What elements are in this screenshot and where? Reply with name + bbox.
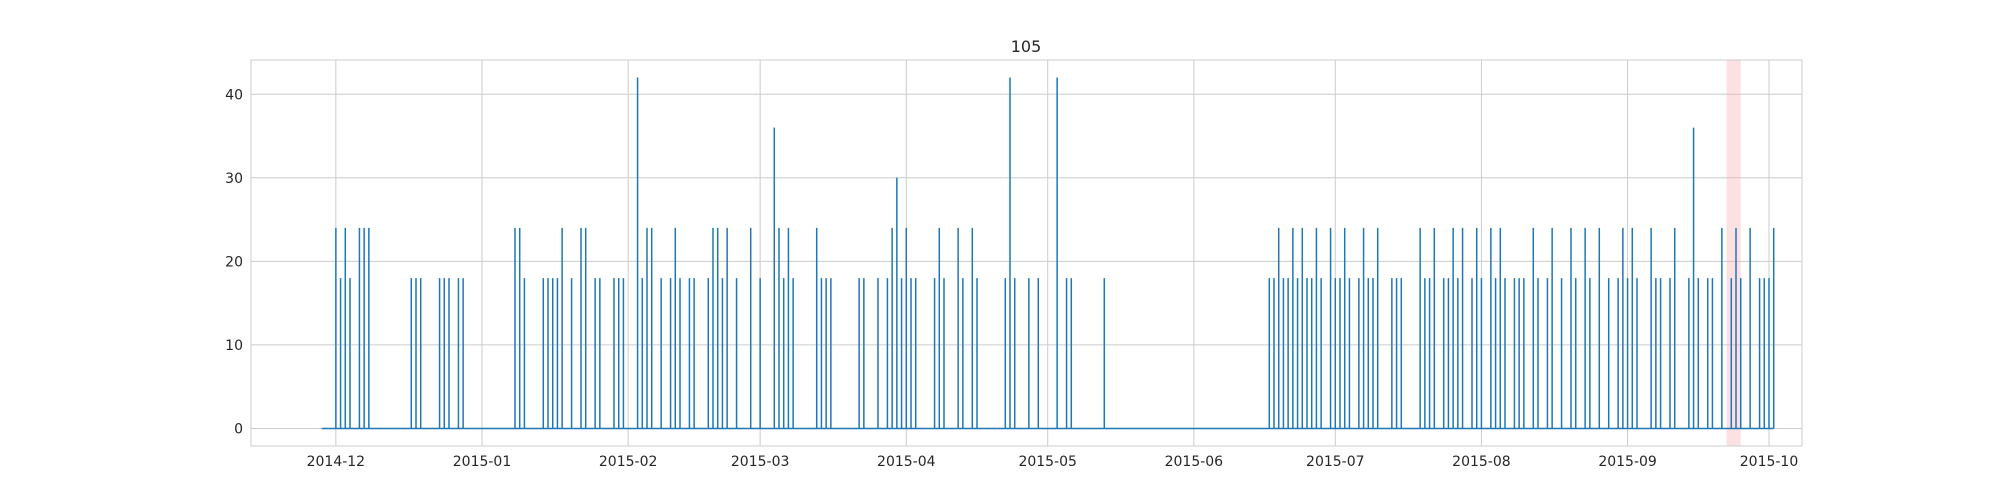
x-tick-label: 2014-12 xyxy=(307,454,366,470)
y-tick-label: 0 xyxy=(234,421,243,437)
x-tick-label: 2015-10 xyxy=(1740,454,1799,470)
y-tick-label: 30 xyxy=(225,171,243,187)
x-tick-label: 2015-08 xyxy=(1452,454,1511,470)
x-tick-label: 2015-01 xyxy=(453,454,512,470)
plot-background xyxy=(251,60,1802,446)
x-tick-label: 2015-06 xyxy=(1165,454,1224,470)
highlight-span xyxy=(1726,60,1741,446)
y-tick-labels: 0 10 20 30 40 xyxy=(225,87,243,437)
y-tick-label: 40 xyxy=(225,87,243,103)
x-tick-label: 2015-05 xyxy=(1018,454,1077,470)
x-tick-labels: 2014-12 2015-01 2015-02 2015-03 2015-04 2015-… xyxy=(307,454,1799,470)
y-tick-label: 10 xyxy=(225,338,243,354)
x-tick-label: 2015-04 xyxy=(877,454,936,470)
highlight-span-layer xyxy=(1726,60,1741,446)
x-tick-label: 2015-02 xyxy=(599,454,658,470)
y-tick-label: 20 xyxy=(225,254,243,270)
x-tick-label: 2015-07 xyxy=(1306,454,1365,470)
plot-frame xyxy=(250,59,1803,447)
x-tick-label: 2015-03 xyxy=(731,454,790,470)
series-layer xyxy=(321,77,1775,430)
chart-title: 105 xyxy=(1011,37,1042,56)
x-tick-label: 2015-09 xyxy=(1598,454,1657,470)
